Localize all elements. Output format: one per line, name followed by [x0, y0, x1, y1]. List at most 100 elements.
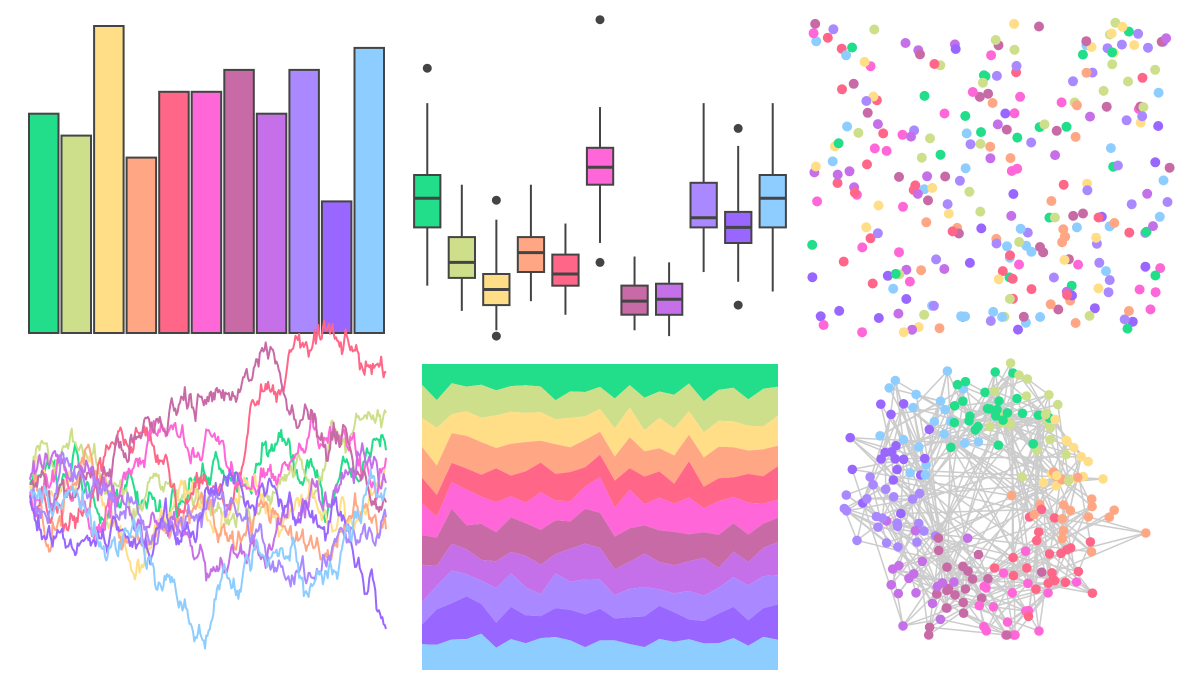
scatter-point-267	[947, 226, 958, 237]
network-edge-273	[913, 412, 1009, 575]
network-edge-129	[872, 484, 1029, 612]
box-5	[551, 223, 580, 315]
scatter-point-47	[869, 24, 880, 35]
bar-9	[288, 68, 320, 335]
scatter-point-132	[1048, 272, 1059, 283]
scatter-point-143	[919, 309, 930, 320]
network-node-118	[976, 593, 987, 603]
network-edge-303	[928, 429, 944, 583]
network-edge-393	[902, 439, 926, 476]
network-node-24	[993, 440, 1004, 450]
scatter-point-188	[1116, 39, 1127, 50]
scatter-point-48	[1122, 323, 1133, 334]
network-edge-290	[1072, 447, 1092, 543]
scatter-point-204	[1150, 157, 1161, 168]
scatter-point-89	[1091, 232, 1102, 243]
network-node-196	[958, 597, 968, 608]
scatter-point-159	[960, 111, 971, 121]
network-node-47	[983, 574, 993, 584]
network-node-199	[1141, 528, 1151, 538]
scatter-point-156	[881, 145, 892, 156]
network-node-219	[911, 389, 921, 400]
box-6	[585, 15, 615, 267]
network-node-90	[988, 602, 999, 612]
walk-series-3	[29, 455, 387, 581]
network-node-151	[1022, 374, 1033, 384]
network-edge-158	[1021, 476, 1065, 506]
network-node-50	[1021, 391, 1032, 401]
network-node-192	[1063, 475, 1074, 486]
network-node-173	[845, 432, 855, 443]
network-node-45	[942, 585, 952, 596]
network-node-134	[984, 421, 995, 432]
network-node-21	[958, 608, 969, 618]
scatter-point-195	[873, 200, 884, 211]
scatter-point-77	[1150, 64, 1161, 75]
network-node-23	[1010, 630, 1020, 640]
network-node-211	[1017, 472, 1027, 482]
network-node-105	[1062, 436, 1072, 446]
scatter-point-181	[1137, 72, 1148, 83]
walk-series-9	[29, 451, 387, 588]
network-edge-162	[894, 380, 930, 636]
scatter-point-243	[1112, 160, 1123, 171]
box-11	[758, 103, 787, 292]
network-node-146	[1043, 588, 1053, 598]
scatter-point-248	[847, 42, 858, 53]
network-edge-407	[994, 415, 1000, 446]
scatter-point-272	[1011, 60, 1022, 71]
network-edge-188	[921, 561, 938, 587]
scatter-point-145	[807, 239, 818, 250]
network-edge-337	[1064, 547, 1072, 583]
network-edge-379	[1012, 540, 1038, 577]
network-node-153	[994, 396, 1004, 406]
scatter-point-209	[1058, 224, 1069, 235]
network-node-187	[1098, 474, 1108, 484]
box-outlier-2	[491, 331, 501, 341]
network-node-203	[890, 454, 900, 464]
scatter-point-257	[807, 272, 818, 283]
scatter-point-261	[1005, 250, 1015, 261]
network-edges	[843, 362, 1147, 636]
bar-5	[158, 90, 190, 334]
scatter-point-155	[1117, 21, 1128, 32]
network-node-164	[1083, 456, 1093, 467]
network-node-3	[933, 545, 944, 556]
network-node-59	[998, 568, 1009, 578]
network-edge-425	[1012, 450, 1038, 558]
scatter-point-217	[927, 182, 938, 193]
scatter-point-171	[872, 228, 883, 239]
scatter-point-184	[861, 222, 872, 233]
scatter-point-70	[1153, 87, 1164, 98]
scatter-point-137	[1049, 212, 1060, 223]
scatter-point-270	[1061, 121, 1072, 132]
network-node-152	[1007, 588, 1017, 598]
scatter-point-69	[1140, 261, 1151, 272]
scatter-point-107	[1138, 102, 1149, 113]
scatter-point-106	[1012, 132, 1023, 143]
scatter-point-275	[922, 171, 933, 182]
scatter-point-174	[997, 312, 1008, 322]
scatter-point-114	[1050, 150, 1061, 161]
scatter-point-130	[915, 49, 925, 60]
scatter-point-115	[894, 247, 904, 258]
network-edge-351	[893, 496, 920, 524]
bar-10	[320, 200, 353, 334]
box-outlier-2	[733, 300, 743, 310]
network-edge-210	[851, 469, 904, 627]
network-node-165	[1014, 370, 1024, 380]
scatter-point-113	[894, 171, 904, 182]
scatter-point-168	[1045, 299, 1056, 310]
network-node-150	[1085, 537, 1096, 547]
network-edge-204	[938, 478, 1063, 539]
network-node-83	[1058, 500, 1069, 510]
scatter-point-12	[1154, 211, 1165, 222]
network-node-180	[1061, 449, 1071, 460]
walk-series-10	[29, 469, 387, 630]
scatter-point-21	[1053, 304, 1064, 315]
network-node-67	[942, 562, 952, 572]
network-node-61	[949, 417, 960, 428]
scatter-point-170	[822, 32, 833, 43]
scatter-point-200	[923, 195, 933, 206]
network-node-208	[950, 590, 960, 600]
